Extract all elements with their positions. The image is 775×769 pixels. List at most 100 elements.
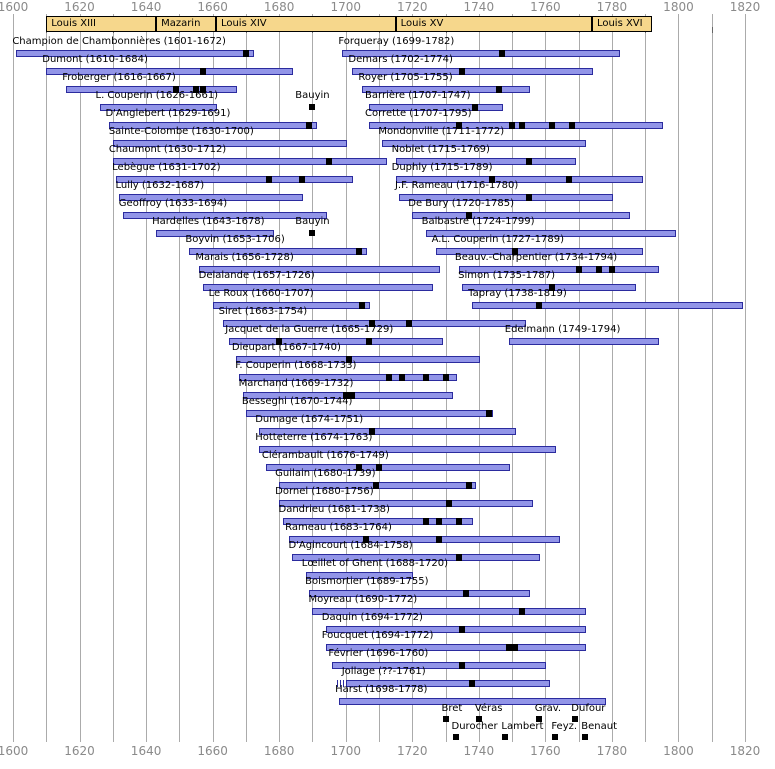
publication-marker-beauv-charpentier-1776 <box>595 266 602 273</box>
gridline-1620 <box>79 14 81 742</box>
publication-marker-rameau-1706 <box>362 536 369 543</box>
lifespan-bar-f-couperin <box>239 374 457 381</box>
publication-marker-siret-1708 <box>369 320 376 327</box>
lifespan-bar-l-couperin <box>99 104 217 111</box>
gridline-1650 <box>179 14 181 742</box>
gridline-1640 <box>146 14 148 742</box>
lifespan-bar-noblet <box>395 158 577 165</box>
gridline-1600 <box>13 14 14 742</box>
composer-label-tapray: Tapray (1738-1819) <box>468 288 567 299</box>
reign-mazarin: Mazarin <box>156 16 216 32</box>
lifespan-bar-beauv-charpentier <box>458 266 660 273</box>
gridline-1660 <box>212 14 214 742</box>
axis-label-top-1620: 1620 <box>64 0 95 14</box>
minor-tick-1810 <box>711 27 713 33</box>
footer-label-benaut: Benaut <box>581 721 618 732</box>
composer-label-hotteterre: Hotteterre (1674-1763) <box>255 432 373 443</box>
composer-label-besseghi: Besseghi (1670-1744) <box>241 396 353 407</box>
footer-label-bret: Bret <box>441 703 463 714</box>
composer-label-d-anglebert: D'Anglebert (1629-1691) <box>105 108 231 119</box>
lifespan-bar-geoffroy <box>122 212 327 219</box>
annotation-label-bauyin-row4: Bauyin <box>295 90 330 101</box>
gridline-1740 <box>478 14 480 742</box>
publication-marker-forqueray-1747 <box>499 50 506 57</box>
publication-marker-f-couperin-1717 <box>399 374 406 381</box>
gridline-1820 <box>745 14 746 742</box>
composer-label-guilain: Guilain (1680-1739) <box>275 468 376 479</box>
publication-marker-f-couperin-1713 <box>385 374 392 381</box>
composer-label-corrette: Corrette (1707-1795) <box>365 108 472 119</box>
publication-marker-f-couperin-1730 <box>442 374 449 381</box>
lifespan-bar-f-vrier <box>332 662 547 669</box>
lifespan-bar-rameau <box>289 536 560 543</box>
lifespan-bar-balbastre <box>425 230 677 237</box>
publication-marker-foucquet-1751 <box>512 644 519 651</box>
footer-marker-feyz <box>552 734 559 740</box>
lifespan-bar-foucquet <box>325 644 587 651</box>
publication-marker-boyvin-1704 <box>356 248 363 255</box>
footer-marker-lambert <box>502 734 509 740</box>
lifespan-bar-l-illet-of-ghent <box>305 572 414 579</box>
footer-marker-durocher <box>452 734 459 740</box>
footer-label-feyz: Feyz. <box>551 721 578 732</box>
lifespan-bar-le-roux <box>212 302 370 309</box>
composer-label-jollage: Jollage (??-1761) <box>341 666 426 677</box>
composer-label-a-l-couperin: A.L. Couperin (1727-1789) <box>431 234 564 245</box>
axis-label-bottom-1780: 1780 <box>596 744 628 758</box>
footer-marker-grav <box>535 716 542 722</box>
publication-marker-foucquet-1749 <box>505 644 512 651</box>
composer-label-leb-gue: Lebègue (1631-1702) <box>112 162 221 173</box>
publication-marker-barri-re-1739 <box>472 104 479 111</box>
publication-marker-froberger-1655 <box>193 86 199 93</box>
composer-label-jacquet-de-la-guerre: Jacquet de la Guerre (1665-1729) <box>225 324 394 335</box>
publication-marker-jacquet-de-la-guerre-1707 <box>366 338 373 345</box>
publication-marker-marchand-1702 <box>349 392 356 399</box>
publication-marker-froberger-1657 <box>199 86 206 93</box>
gridline-1750 <box>512 14 514 742</box>
composer-label-royer: Royer (1705-1755) <box>358 72 453 83</box>
composer-label-mondonville: Mondonville (1711-1772) <box>378 126 505 137</box>
composer-label-harst: Harst (1698-1778) <box>335 684 428 695</box>
lifespan-bar-edelmann <box>508 338 660 345</box>
lifespan-bar-dieupart <box>235 356 480 363</box>
lifespan-bar-duphly <box>395 176 643 183</box>
axis-label-top-1660: 1660 <box>197 0 228 14</box>
publication-marker-dandrieu-1724 <box>422 518 429 525</box>
publication-marker-dornel-1731 <box>445 500 452 507</box>
publication-marker-froberger-1649 <box>173 86 180 93</box>
publication-marker-guilain-1709 <box>372 482 379 489</box>
lifespan-bar-chaumont <box>112 158 387 165</box>
publication-marker-beauv-charpentier-1780 <box>608 266 615 273</box>
lifespan-bar-mondonville <box>382 140 587 147</box>
publication-marker-corrette-1750 <box>509 122 516 129</box>
publication-marker-leb-gue-1687 <box>299 176 306 183</box>
lifespan-bar-boyvin <box>189 248 367 255</box>
composer-label-duphly: Duphly (1715-1789) <box>391 162 493 173</box>
publication-marker-noblet-1755 <box>525 158 532 165</box>
lifespan-bar-tapray <box>472 302 743 309</box>
publication-marker-beauv-charpentier-1770 <box>575 266 582 273</box>
publication-marker-dumage-1708 <box>369 428 376 435</box>
axis-label-bottom-1660: 1660 <box>197 744 228 758</box>
publication-marker-dieupart-1701 <box>346 356 353 363</box>
composer-label-d-agincourt: D'Agincourt (1684-1758) <box>288 540 413 551</box>
footer-label-durocher: Durocher <box>451 721 498 732</box>
annotation-marker-bauyin-row11 <box>309 230 316 236</box>
annotation-marker-bauyin-row4 <box>309 104 316 110</box>
lifespan-bar-dornel <box>279 500 534 507</box>
footer-marker-bret <box>442 716 449 722</box>
reign-louis-xvi: Louis XVI <box>591 16 652 32</box>
lifespan-bar-dumage <box>259 428 517 435</box>
composer-label-l-illet-of-ghent: Lœillet of Ghent (1688-1720) <box>301 558 448 569</box>
gridline-1810 <box>711 14 713 742</box>
annotation-label-bauyin-row11: Bauyin <box>295 216 330 227</box>
publication-marker-cl-rambault-1704 <box>356 464 363 471</box>
composer-label-simon: Simon (1735-1787) <box>458 270 555 281</box>
gridline-1630 <box>112 14 114 742</box>
composer-label-barri-re: Barrière (1707-1747) <box>365 90 471 101</box>
composer-label-rameau: Rameau (1683-1764) <box>285 522 392 533</box>
composer-label-marchand: Marchand (1669-1732) <box>238 378 354 389</box>
composer-label-champion-de-chambonni-res: Champion de Chambonnières (1601-1672) <box>12 36 226 47</box>
lifespan-bar-delalande <box>202 284 434 291</box>
axis-label-bottom-1740: 1740 <box>463 744 495 758</box>
